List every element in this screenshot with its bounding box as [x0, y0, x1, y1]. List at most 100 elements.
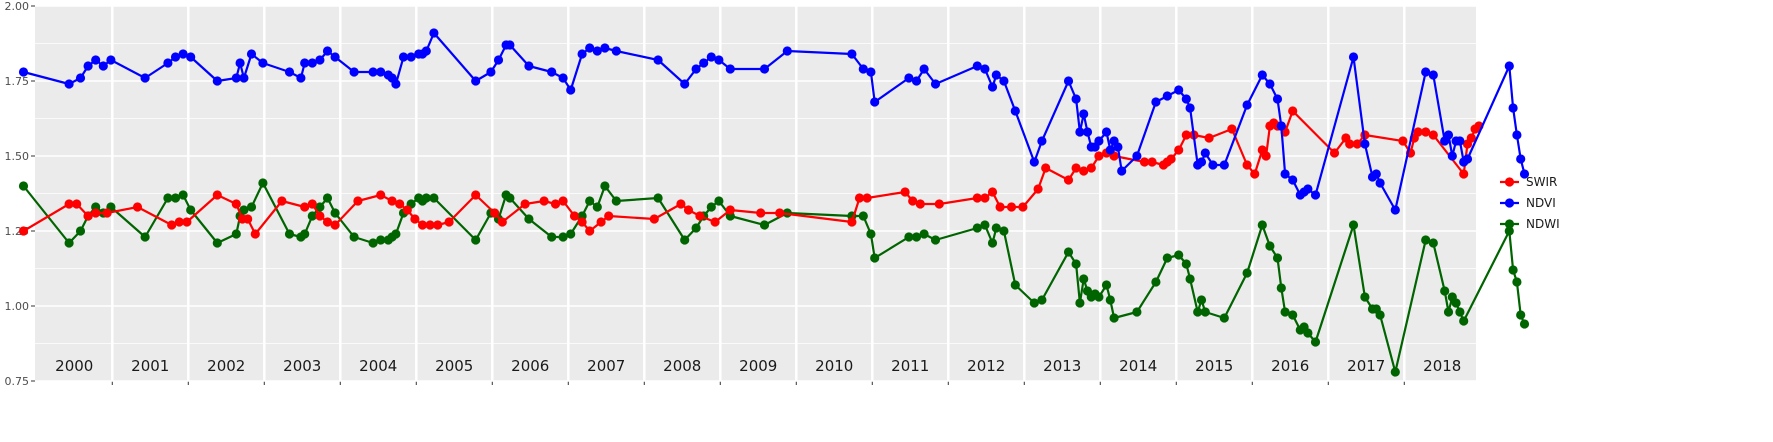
legend-label: NDVI	[1526, 196, 1556, 210]
data-point-ndwi	[1516, 310, 1526, 320]
data-point-ndvi	[368, 67, 378, 77]
data-point-swir	[132, 202, 143, 212]
year-label: 2015	[1195, 357, 1233, 375]
data-point-ndvi	[186, 52, 196, 62]
data-point-ndwi	[919, 229, 929, 239]
data-point-ndvi	[18, 67, 29, 77]
data-point-ndvi	[1242, 100, 1252, 110]
data-point-ndvi	[429, 28, 439, 38]
data-point-swir	[231, 199, 241, 209]
data-point-ndwi	[911, 232, 922, 242]
data-point-ndvi	[600, 43, 610, 53]
data-point-ndwi	[1508, 265, 1518, 275]
data-point-ndwi	[315, 202, 325, 212]
data-point-ndwi	[566, 229, 576, 239]
data-point-ndwi	[1196, 295, 1207, 305]
data-point-ndwi	[1181, 259, 1191, 269]
data-point-ndwi	[239, 205, 249, 215]
data-point-ndvi	[1428, 70, 1438, 80]
data-point-ndvi	[106, 55, 116, 65]
legend-item-ndwi: NDWI	[1500, 217, 1560, 231]
data-point-ndwi	[1257, 220, 1267, 230]
data-point-ndvi	[1181, 94, 1191, 104]
data-point-ndwi	[1094, 292, 1104, 302]
data-point-ndvi	[558, 73, 568, 83]
data-point-ndwi	[1075, 298, 1085, 308]
data-point-ndvi	[1200, 148, 1210, 158]
data-point-ndwi	[1360, 292, 1370, 302]
data-point-ndvi	[322, 46, 333, 56]
data-point-ndvi	[1082, 127, 1093, 137]
data-point-swir	[987, 187, 998, 197]
data-point-ndvi	[759, 64, 770, 74]
data-point-ndvi	[1455, 136, 1465, 146]
legend-item-ndvi: NDVI	[1500, 196, 1556, 210]
data-point-ndvi	[653, 55, 663, 65]
data-point-ndvi	[725, 64, 735, 74]
year-label: 2013	[1043, 357, 1081, 375]
data-point-swir	[550, 199, 561, 209]
year-label: 2018	[1423, 357, 1461, 375]
data-point-ndvi	[1390, 205, 1400, 215]
data-point-ndvi	[972, 61, 982, 71]
data-point-ndwi	[1276, 283, 1286, 293]
data-point-ndwi	[1109, 313, 1119, 323]
data-point-swir	[91, 208, 101, 218]
data-point-ndvi	[714, 55, 724, 65]
data-point-ndvi	[1504, 61, 1514, 71]
data-point-ndwi	[170, 193, 181, 203]
data-point-ndvi	[1113, 142, 1123, 152]
data-point-ndvi	[246, 49, 257, 59]
data-point-swir	[972, 193, 982, 203]
data-point-swir	[353, 196, 363, 206]
data-point-ndvi	[64, 79, 74, 89]
year-labels: 2000 2001 2002 2003 2004 2005 2006 2007 2008 2009…	[55, 357, 1461, 375]
data-point-ndwi	[870, 253, 880, 263]
data-point-swir	[277, 196, 287, 206]
data-point-ndvi	[1075, 127, 1085, 137]
data-point-ndwi	[1504, 226, 1514, 236]
data-point-ndvi	[1101, 127, 1112, 137]
data-point-ndvi	[1360, 139, 1370, 149]
data-point-ndwi	[653, 193, 663, 203]
data-point-ndvi	[91, 55, 101, 65]
data-point-ndwi	[680, 235, 690, 245]
data-point-ndvi	[991, 70, 1001, 80]
data-point-swir	[649, 214, 659, 224]
data-point-ndvi	[1196, 157, 1207, 167]
data-point-ndwi	[1421, 235, 1431, 245]
data-point-ndwi	[585, 196, 595, 206]
data-point-ndvi	[391, 79, 401, 89]
data-point-ndwi	[18, 181, 29, 191]
year-label: 2006	[511, 357, 549, 375]
series-ndvi	[18, 28, 1530, 215]
data-point-swir	[1421, 127, 1431, 137]
data-point-ndvi	[83, 61, 93, 71]
data-point-ndwi	[178, 190, 188, 200]
data-point-ndvi	[919, 64, 929, 74]
data-point-swir	[1466, 133, 1476, 143]
data-point-swir	[1459, 169, 1469, 179]
data-point-swir	[1352, 139, 1362, 149]
data-point-ndwi	[1151, 277, 1161, 287]
data-point-ndwi	[1288, 310, 1298, 320]
data-point-swir	[300, 202, 310, 212]
legend: SWIR NDVI NDWI	[1500, 175, 1560, 231]
data-point-ndwi	[558, 232, 568, 242]
data-point-ndvi	[691, 64, 701, 74]
data-point-swir	[1250, 169, 1260, 179]
data-point-ndvi	[300, 58, 310, 68]
data-point-swir	[775, 208, 785, 218]
data-point-ndvi	[680, 79, 690, 89]
legend-key-point	[1504, 198, 1515, 208]
data-point-ndvi	[1288, 175, 1298, 185]
data-point-ndvi	[1280, 169, 1290, 179]
data-point-ndwi	[163, 193, 173, 203]
data-point-swir	[695, 211, 705, 221]
data-point-swir	[444, 217, 454, 227]
data-point-ndvi	[1519, 169, 1530, 179]
year-label: 2009	[739, 357, 777, 375]
data-point-swir	[1227, 124, 1237, 134]
data-point-ndvi	[140, 73, 150, 83]
data-point-ndvi	[699, 58, 709, 68]
